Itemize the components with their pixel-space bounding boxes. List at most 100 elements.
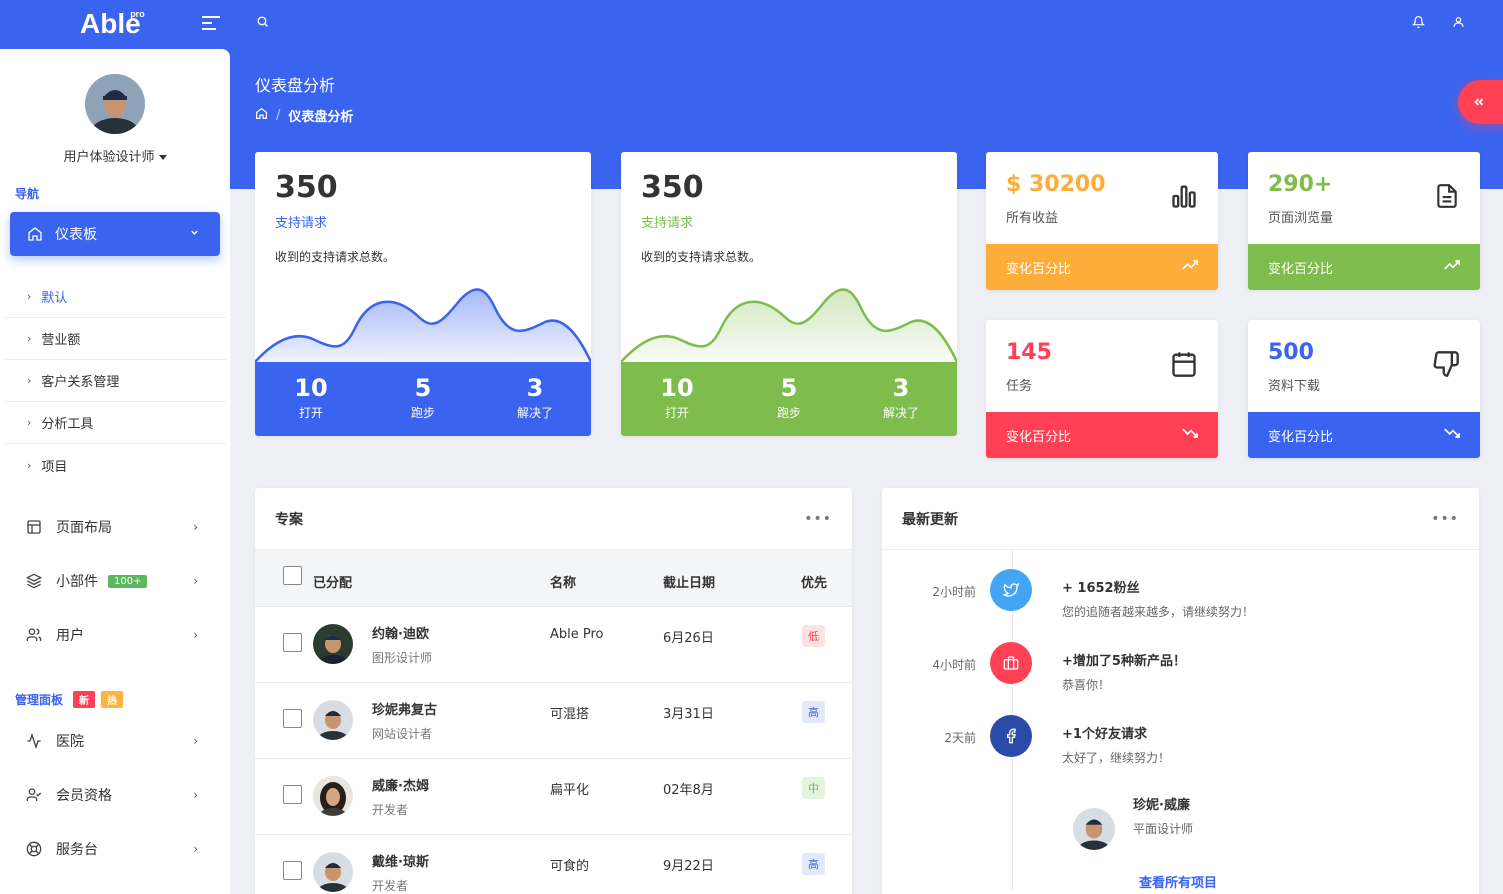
row-checkbox[interactable] xyxy=(283,861,302,880)
caret-down-icon xyxy=(158,155,167,160)
menu-toggle-icon[interactable] xyxy=(202,16,220,34)
more-horizontal-icon[interactable]: ••• xyxy=(804,510,832,527)
chevron-right-icon: › xyxy=(27,458,32,472)
projects-panel-header: 专案 ••• xyxy=(255,488,852,550)
avatar xyxy=(1073,808,1115,850)
sidebar-subitem-project[interactable]: › 项目 xyxy=(27,458,68,475)
activity-icon xyxy=(26,733,44,749)
stat-running: 5 跑步 xyxy=(776,374,801,420)
briefcase-icon xyxy=(990,642,1032,684)
sidebar: 用户体验设计师 导航 仪表板 › 默认 › 营业额 › 客户关系管理 › 分析工具 › 项… xyxy=(0,49,230,894)
thumbs-down-icon xyxy=(1432,350,1460,382)
user-check-icon xyxy=(26,787,44,803)
projects-table-header: 已分配 名称 截止日期 优先 xyxy=(255,550,852,607)
search-icon[interactable] xyxy=(256,15,269,32)
row-checkbox[interactable] xyxy=(283,709,302,728)
sidebar-subitem-analytics[interactable]: › 分析工具 xyxy=(5,402,227,444)
avatar xyxy=(313,776,353,816)
support-requests-card-green: 350 支持请求 收到的支持请求总数。 10 打开 5 跑步 3 解决了 xyxy=(621,152,957,436)
layout-icon xyxy=(26,519,44,535)
avatar xyxy=(313,700,353,740)
tasks-card: 145 任务 变化百分比 xyxy=(986,320,1218,458)
lifebuoy-icon xyxy=(26,841,44,857)
support-stats-footer: 10 打开 5 跑步 3 解决了 xyxy=(255,362,591,436)
downloads-change-footer[interactable]: 变化百分比 xyxy=(1248,412,1480,458)
trending-down-icon xyxy=(1182,425,1199,445)
user-icon[interactable] xyxy=(1452,15,1465,33)
sidebar-item-helpdesk[interactable]: 服务台 › xyxy=(26,837,206,861)
stat-open: 10 打开 xyxy=(294,374,328,420)
support-stats-footer-green: 10 打开 5 跑步 3 解决了 xyxy=(621,362,957,436)
table-row[interactable]: 威廉·杰姆 开发者 扁平化 02年8月 中 xyxy=(255,759,852,835)
chevron-right-icon: › xyxy=(193,842,198,856)
facebook-icon xyxy=(990,715,1032,757)
avatar xyxy=(313,624,353,664)
chevron-right-icon: › xyxy=(193,574,198,588)
sidebar-item-users[interactable]: 用户 › xyxy=(26,623,206,647)
chevron-right-icon: › xyxy=(27,416,32,429)
trending-up-icon xyxy=(1182,257,1199,277)
row-checkbox[interactable] xyxy=(283,633,302,652)
revenue-change-footer[interactable]: 变化百分比 xyxy=(986,244,1218,290)
layers-icon xyxy=(26,573,44,589)
page-title: 仪表盘分析 xyxy=(255,76,336,95)
widgets-count-badge: 100+ xyxy=(108,574,148,588)
person-role: 平面设计师 xyxy=(1133,822,1194,836)
brand-logo[interactable]: Able pro xyxy=(80,8,145,39)
stat-running: 5 跑步 xyxy=(410,374,435,420)
bar-chart-icon xyxy=(1170,182,1198,214)
twitter-icon xyxy=(990,569,1032,611)
chevron-right-icon: › xyxy=(193,734,198,748)
more-horizontal-icon[interactable]: ••• xyxy=(1431,510,1459,527)
chevron-right-icon: › xyxy=(27,332,32,345)
new-badge: 新 xyxy=(73,691,96,708)
priority-badge: 高 xyxy=(802,701,825,723)
support-requests-sparkline xyxy=(255,288,591,362)
trending-down-icon xyxy=(1444,425,1461,445)
table-row[interactable]: 约翰·迪欧 图形设计师 Able Pro 6月26日 低 xyxy=(255,607,852,683)
support-requests-sparkline-green xyxy=(621,288,957,362)
sidebar-item-dashboard[interactable]: 仪表板 xyxy=(10,212,220,256)
stat-solved: 3 解决了 xyxy=(516,374,553,420)
user-role-dropdown[interactable]: 用户体验设计师 xyxy=(0,146,230,165)
home-icon[interactable] xyxy=(255,107,268,124)
downloads-card: 500 资料下载 变化百分比 xyxy=(1248,320,1480,458)
tasks-change-footer[interactable]: 变化百分比 xyxy=(986,412,1218,458)
timeline-item: 4小时前 +增加了5种新产品！ 恭喜你！ xyxy=(882,642,1478,702)
settings-drawer-toggle[interactable] xyxy=(1458,80,1503,124)
support-requests-card: 350 支持请求 收到的支持请求总数。 10 打开 5 跑步 3 解决了 xyxy=(255,152,591,436)
sidebar-subitem-crm[interactable]: › 客户关系管理 xyxy=(5,360,227,402)
table-row[interactable]: 戴维·琼斯 开发者 可食的 9月22日 高 xyxy=(255,835,852,894)
person-name: 珍妮·威廉 xyxy=(1133,798,1190,813)
sidebar-item-layout[interactable]: 页面布局 › xyxy=(26,515,206,539)
chevron-right-icon: › xyxy=(27,290,32,303)
chevron-right-icon: › xyxy=(27,374,32,387)
admin-heading: 管理面板 新 热 xyxy=(15,691,124,708)
sidebar-item-membership[interactable]: 会员资格 › xyxy=(26,783,206,807)
nav-heading: 导航 xyxy=(15,187,40,201)
chevron-down-icon xyxy=(189,226,200,242)
stat-solved: 3 解决了 xyxy=(882,374,919,420)
users-icon xyxy=(26,627,44,643)
select-all-checkbox[interactable] xyxy=(283,566,302,585)
priority-badge: 低 xyxy=(802,625,825,647)
bell-icon[interactable] xyxy=(1411,15,1426,33)
home-icon xyxy=(27,226,43,242)
hot-badge: 热 xyxy=(101,691,124,708)
view-all-link[interactable]: 查看所有项目 xyxy=(1139,876,1218,891)
sidebar-item-widgets[interactable]: 小部件 100+ › xyxy=(26,569,206,593)
latest-updates-panel: 最新更新 ••• 2小时前 + 1652粉丝 您的追随者越来越多，请继续努力！ … xyxy=(882,488,1479,894)
page-views-change-footer[interactable]: 变化百分比 xyxy=(1248,244,1480,290)
row-checkbox[interactable] xyxy=(283,785,302,804)
sidebar-subitem-default[interactable]: › 默认 xyxy=(5,276,227,318)
sidebar-subitem-sales[interactable]: › 营业额 xyxy=(5,318,227,360)
revenue-card: $ 30200 所有收益 变化百分比 xyxy=(986,152,1218,290)
file-text-icon xyxy=(1434,182,1460,214)
priority-badge: 高 xyxy=(802,853,825,875)
avatar[interactable] xyxy=(85,74,145,134)
chevrons-left-icon xyxy=(1472,90,1486,114)
timeline-item: 2小时前 + 1652粉丝 您的追随者越来越多，请继续努力！ xyxy=(882,569,1478,629)
table-row[interactable]: 珍妮弗复古 网站设计者 可混搭 3月31日 高 xyxy=(255,683,852,759)
updates-panel-header: 最新更新 ••• xyxy=(882,488,1479,550)
sidebar-item-hospital[interactable]: 医院 › xyxy=(26,729,206,753)
